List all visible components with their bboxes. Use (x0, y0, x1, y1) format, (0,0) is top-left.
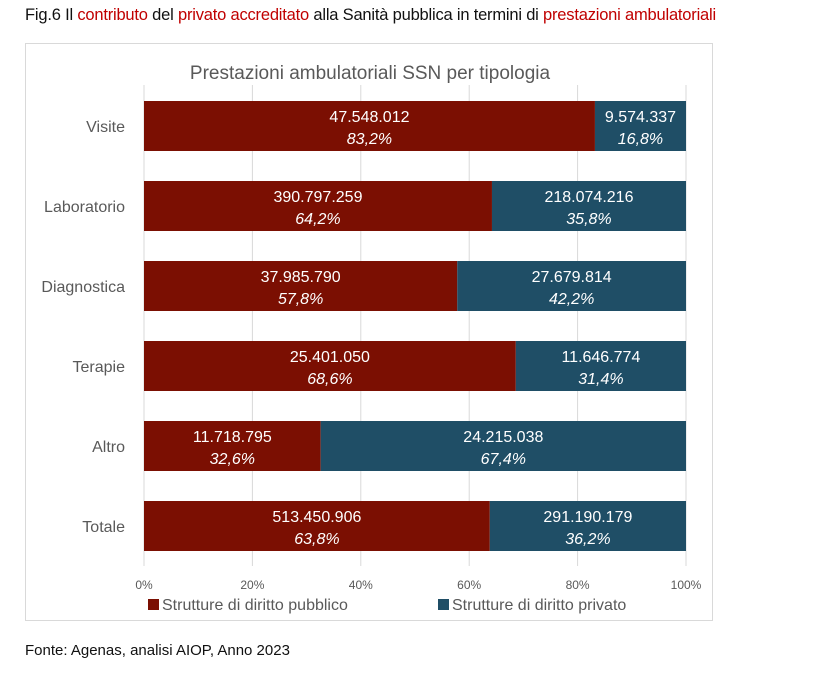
bar-value-label: 47.548.012 (329, 109, 409, 126)
bar-value-label: 390.797.259 (273, 189, 362, 206)
caption-highlight: prestazioni ambulatoriali (543, 6, 716, 24)
bar (320, 421, 686, 471)
bar-segment-private: 11.646.774 31,4% (515, 341, 686, 391)
bar-segment-public: 513.450.906 63,8% (144, 501, 490, 551)
bar-segment-public: 25.401.050 68,6% (144, 341, 516, 391)
chart-title: Prestazioni ambulatoriali SSN per tipolo… (190, 63, 551, 84)
bar-percent-label: 57,8% (278, 291, 323, 308)
gridlines (143, 85, 687, 566)
bar-percent-label: 16,8% (618, 131, 663, 148)
bar-value-label: 24.215.038 (463, 429, 543, 446)
caption-text: Fig.6 Il (25, 6, 78, 24)
bar-value-label: 11.718.795 (193, 429, 272, 446)
bar (144, 181, 492, 231)
bar (144, 261, 458, 311)
bar-value-label: 11.646.774 (561, 349, 640, 366)
bar-value-label: 291.190.179 (543, 509, 632, 526)
caption-text: del (147, 6, 178, 24)
legend-label: Strutture di diritto privato (452, 597, 626, 614)
bar (491, 181, 686, 231)
bar-value-label: 27.679.814 (532, 269, 612, 286)
x-tick-label: 20% (240, 578, 264, 592)
bar-percent-label: 36,2% (565, 531, 610, 548)
bar-segment-private: 218.074.216 35,8% (491, 181, 686, 231)
legend: Strutture di diritto pubblico Strutture d… (148, 597, 626, 614)
bar (457, 261, 686, 311)
x-tick-labels: 0% 20% 40% 60% 80% 100% (135, 578, 701, 592)
bar-percent-label: 68,6% (307, 371, 352, 388)
category-label: Laboratorio (44, 199, 125, 216)
bar-segment-public: 390.797.259 64,2% (144, 181, 492, 231)
bar-value-label: 513.450.906 (272, 509, 361, 526)
legend-item: Strutture di diritto privato (438, 597, 626, 614)
bar-percent-label: 35,8% (566, 211, 611, 228)
stacked-bar-chart: Prestazioni ambulatoriali SSN per tipolo… (41, 63, 701, 614)
category-label: Visite (86, 119, 125, 136)
caption-highlight: contributo (77, 6, 148, 24)
x-tick-label: 40% (349, 578, 373, 592)
bar-percent-label: 83,2% (347, 131, 392, 148)
bar-segment-private: 24.215.038 67,4% (320, 421, 686, 471)
category-label: Altro (92, 439, 125, 456)
bar (515, 341, 686, 391)
bar-segment-private: 291.190.179 36,2% (489, 501, 686, 551)
legend-swatch (148, 599, 159, 610)
bar (594, 101, 686, 151)
category-label: Terapie (73, 359, 126, 376)
bar-percent-label: 31,4% (578, 371, 623, 388)
legend-item: Strutture di diritto pubblico (148, 597, 348, 614)
x-tick-label: 100% (671, 578, 702, 592)
bar-value-label: 218.074.216 (544, 189, 633, 206)
x-tick-label: 80% (566, 578, 590, 592)
category-label: Diagnostica (41, 279, 125, 296)
bar-value-label: 37.985.790 (261, 269, 341, 286)
figure-caption: Fig.6 Il contributo del privato accredit… (25, 6, 716, 25)
legend-label: Strutture di diritto pubblico (162, 597, 348, 614)
bar-segment-private: 27.679.814 42,2% (457, 261, 686, 311)
category-labels: Visite Laboratorio Diagnostica Terapie Altro… (41, 119, 125, 536)
legend-swatch (438, 599, 449, 610)
bar-segment-public: 11.718.795 32,6% (144, 421, 321, 471)
x-tick-label: 60% (457, 578, 481, 592)
bar (144, 101, 595, 151)
category-label: Totale (82, 519, 125, 536)
bar (144, 501, 490, 551)
bar-segment-public: 47.548.012 83,2% (144, 101, 595, 151)
bar-percent-label: 42,2% (549, 291, 594, 308)
bar-percent-label: 64,2% (295, 211, 340, 228)
x-tick-label: 0% (135, 578, 153, 592)
bar-value-label: 9.574.337 (605, 109, 676, 126)
caption-highlight: privato accreditato (177, 6, 309, 24)
bar-segment-public: 37.985.790 57,8% (144, 261, 458, 311)
bar-percent-label: 63,8% (294, 531, 339, 548)
bar (144, 341, 516, 391)
caption-text: alla Sanità pubblica in termini di (309, 6, 544, 24)
chart-frame: Prestazioni ambulatoriali SSN per tipolo… (25, 43, 713, 621)
bar (144, 421, 321, 471)
bar-percent-label: 67,4% (481, 451, 526, 468)
bars: 47.548.012 83,2% 9.574.337 16,8% 390.797.259… (144, 101, 686, 551)
source-note: Fonte: Agenas, analisi AIOP, Anno 2023 (25, 642, 290, 659)
bar-value-label: 25.401.050 (290, 349, 370, 366)
bar (489, 501, 686, 551)
bar-percent-label: 32,6% (210, 451, 255, 468)
bar-segment-private: 9.574.337 16,8% (594, 101, 686, 151)
